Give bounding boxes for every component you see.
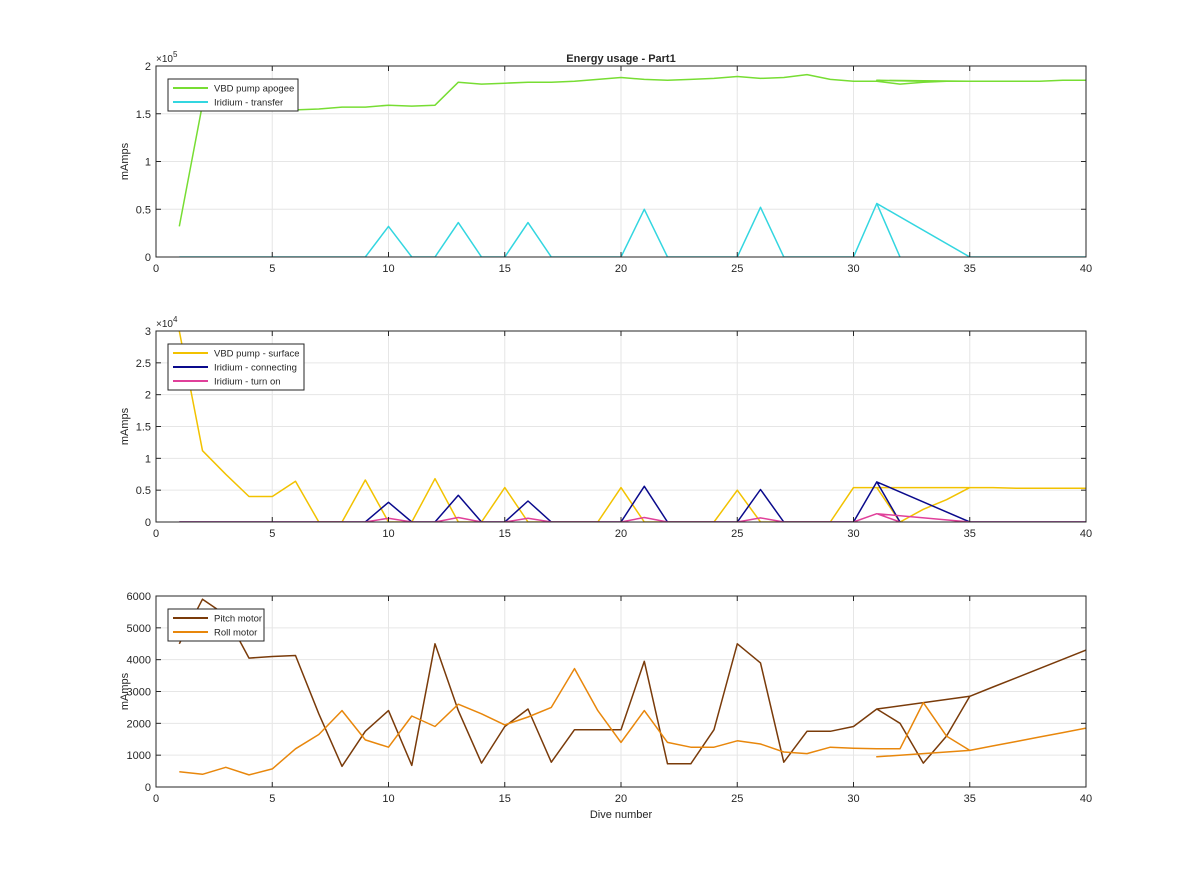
x-tick-label: 20 — [615, 528, 627, 540]
y-tick-label: 0.5 — [136, 485, 151, 497]
legend-box — [167, 78, 299, 112]
series-group — [178, 73, 1086, 257]
x-tick-label: 5 — [269, 528, 275, 540]
legend-label: Iridium - connecting — [214, 363, 297, 374]
legend-label: Iridium - turn on — [214, 377, 281, 388]
y-tick-label: 0 — [145, 517, 151, 529]
y-exponent-power: 4 — [173, 315, 178, 324]
x-tick-label: 35 — [964, 263, 976, 275]
y-tick-label: 0 — [145, 252, 151, 264]
y-tick-label: 1 — [145, 157, 151, 169]
series-line-pitch-motor — [178, 598, 1086, 768]
chart-panel-2: 0 5 10 15 20 25 30 35 40 0 0.5 1 1.5 2 2.5 3 ×104 mAmps VB… — [119, 315, 1092, 540]
series-line-roll-motor — [179, 667, 1086, 776]
x-tick-label: 40 — [1080, 263, 1092, 275]
x-tick-label: 0 — [153, 263, 159, 275]
series-line-iridium-turn-on — [179, 512, 1086, 522]
y-axis-label: mAmps — [119, 142, 131, 180]
x-tick-label: 40 — [1080, 528, 1092, 540]
x-tick-label: 30 — [847, 793, 859, 805]
x-tick-label: 0 — [153, 528, 159, 540]
x-tick-label: 10 — [382, 528, 394, 540]
y-exponent-label: ×105 — [156, 50, 178, 65]
x-tick-label: 15 — [499, 528, 511, 540]
y-exponent-power: 5 — [173, 50, 178, 59]
y-tick-label: 1 — [145, 453, 151, 465]
y-tick-label: 6000 — [127, 591, 151, 603]
legend-label: VBD pump - surface — [214, 349, 300, 360]
y-axis-label: mAmps — [119, 407, 131, 445]
x-tick-label: 25 — [731, 793, 743, 805]
y-tick-label: 0 — [145, 782, 151, 794]
x-tick-label: 30 — [847, 263, 859, 275]
y-tick-label: 1.5 — [136, 109, 151, 121]
y-tick-label: 3 — [145, 326, 151, 338]
series-line-iridium-transfer — [179, 202, 1086, 257]
y-exponent-label: ×104 — [156, 315, 178, 330]
chart-panel-1: 0 5 10 15 20 25 30 35 40 0 0.5 1 1.5 2 ×105 mAmps Energy… — [119, 50, 1092, 275]
y-tick-label: 2.5 — [136, 358, 151, 370]
legend-label: Pitch motor — [214, 614, 262, 625]
x-tick-label: 25 — [731, 263, 743, 275]
x-tick-label: 0 — [153, 793, 159, 805]
x-tick-label: 25 — [731, 528, 743, 540]
x-tick-label: 35 — [964, 528, 976, 540]
y-tick-label: 2 — [145, 61, 151, 73]
series-line-vbd-pump-surface — [178, 331, 1086, 522]
legend-label: Roll motor — [214, 628, 257, 639]
y-tick-label: 5000 — [127, 623, 151, 635]
x-tick-label: 5 — [269, 793, 275, 805]
x-tick-label: 15 — [499, 263, 511, 275]
x-tick-label: 20 — [615, 263, 627, 275]
x-tick-label: 30 — [847, 528, 859, 540]
y-tick-label: 2 — [145, 390, 151, 402]
legend-label: VBD pump apogee — [214, 84, 294, 95]
x-tick-label: 35 — [964, 793, 976, 805]
series-line-vbd-pump-apogee — [178, 73, 1086, 227]
x-tick-label: 5 — [269, 263, 275, 275]
chart-panel-3: 0 5 10 15 20 25 30 35 40 0 1000 2000 3000 4000 5000 600… — [119, 591, 1092, 821]
legend: Pitch motor Roll motor — [167, 608, 265, 642]
y-tick-label: 3000 — [127, 687, 151, 699]
x-axis-label: Dive number — [590, 809, 653, 821]
panels: 0 5 10 15 20 25 30 35 4000.511.52×105mAmpsEnergy… — [119, 50, 1092, 821]
x-tick-label: 40 — [1080, 793, 1092, 805]
legend: VBD pump apogee Iridium - transfer — [167, 78, 299, 112]
x-tick-label: 10 — [382, 263, 394, 275]
y-tick-label: 4000 — [127, 655, 151, 667]
series-group — [178, 331, 1086, 522]
legend-label: Iridium - transfer — [214, 98, 283, 109]
chart-title: Energy usage - Part1 — [566, 53, 675, 65]
series-group — [178, 598, 1086, 776]
x-tick-label: 15 — [499, 793, 511, 805]
x-tick-label: 20 — [615, 793, 627, 805]
y-tick-label: 0.5 — [136, 204, 151, 216]
y-tick-label: 1.5 — [136, 422, 151, 434]
legend: VBD pump - surface Iridium - connecting Ir… — [167, 343, 305, 391]
x-tick-label: 10 — [382, 793, 394, 805]
y-axis-label: mAmps — [119, 672, 131, 710]
y-tick-label: 1000 — [127, 750, 151, 762]
series-line-iridium-connecting — [179, 481, 1086, 522]
legend-box — [167, 608, 265, 642]
y-tick-label: 2000 — [127, 718, 151, 730]
